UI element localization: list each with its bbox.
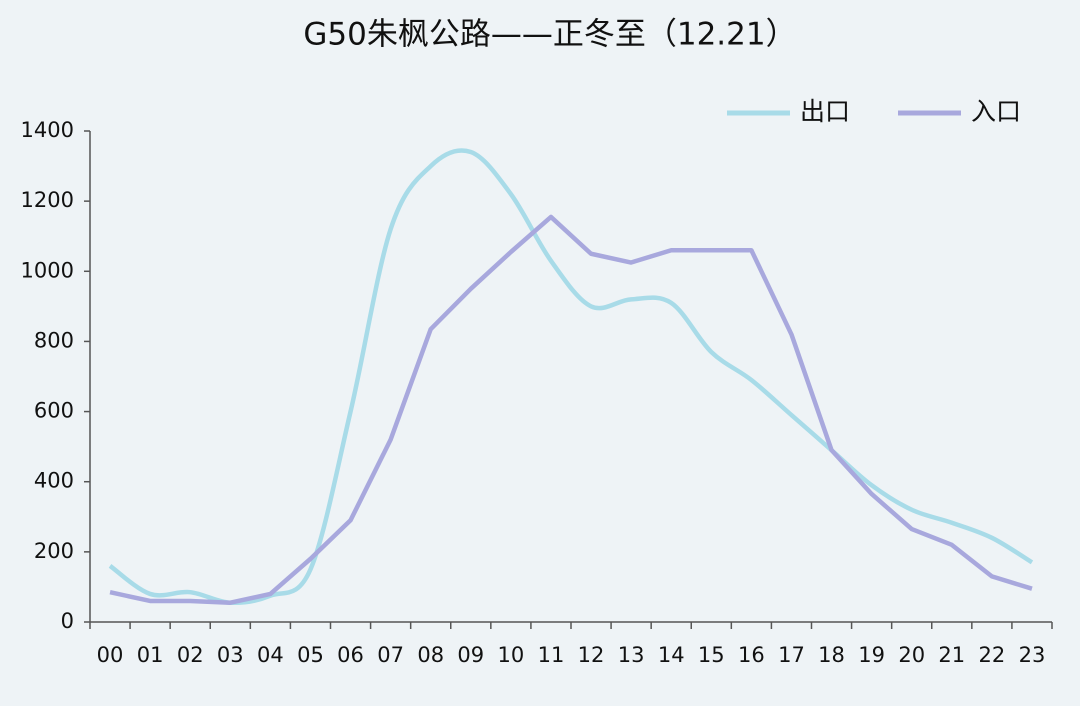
series-line — [109, 214, 1033, 605]
x-tick-label: 01 — [137, 643, 164, 667]
x-tick-label: 23 — [1019, 643, 1046, 667]
x-tick-label: 21 — [938, 643, 965, 667]
x-tick-label: 13 — [618, 643, 645, 667]
x-tick-label: 05 — [297, 643, 324, 667]
x-tick-label: 09 — [457, 643, 484, 667]
x-tick-label: 06 — [337, 643, 364, 667]
y-tick-label: 0 — [61, 609, 74, 633]
x-tick-label: 20 — [898, 643, 925, 667]
x-tick-label: 07 — [377, 643, 404, 667]
x-tick-label: 15 — [698, 643, 725, 667]
x-tick-label: 18 — [818, 643, 845, 667]
x-tick-label: 08 — [417, 643, 444, 667]
x-tick-label: 17 — [778, 643, 805, 667]
y-tick-label: 1400 — [21, 118, 74, 142]
x-tick-label: 10 — [498, 643, 525, 667]
y-tick-label: 400 — [34, 469, 74, 493]
x-tick-label: 22 — [979, 643, 1006, 667]
x-tick-label: 02 — [177, 643, 204, 667]
y-tick-label: 1000 — [21, 258, 74, 282]
x-tick-label: 19 — [858, 643, 885, 667]
x-tick-label: 14 — [658, 643, 685, 667]
x-tick-label: 04 — [257, 643, 284, 667]
x-tick-label: 12 — [578, 643, 605, 667]
series-line — [108, 148, 1034, 606]
y-tick-label: 1200 — [21, 188, 74, 212]
x-tick-label: 16 — [738, 643, 765, 667]
x-tick-label: 11 — [538, 643, 565, 667]
x-tick-label: 03 — [217, 643, 244, 667]
legend-label: 出口 — [800, 97, 850, 126]
y-tick-label: 600 — [34, 399, 74, 423]
y-tick-label: 800 — [34, 328, 74, 352]
chart-title: G50朱枫公路——正冬至（12.21） — [303, 17, 796, 53]
y-tick-label: 200 — [34, 539, 74, 563]
legend-label: 入口 — [971, 97, 1021, 126]
x-tick-label: 00 — [97, 643, 124, 667]
